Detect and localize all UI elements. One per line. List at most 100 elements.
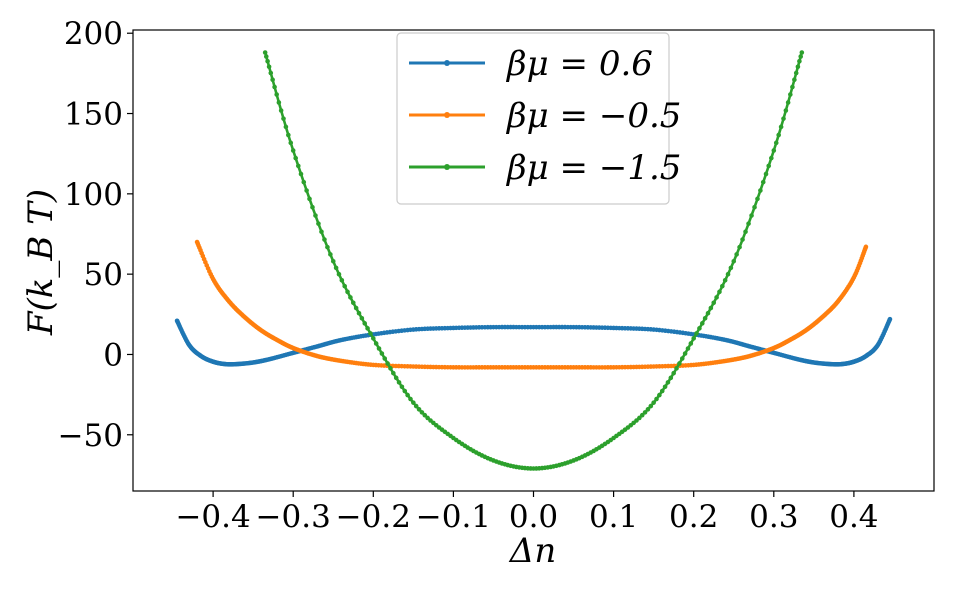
y-tick-label: 0 [103, 337, 123, 373]
x-tick-label: 0.4 [829, 499, 878, 535]
data-point [771, 148, 777, 153]
y-tick-label: 50 [84, 257, 123, 293]
data-point [295, 163, 301, 169]
data-point [863, 244, 869, 250]
data-point [353, 305, 359, 311]
data-point [348, 295, 353, 300]
data-point [740, 237, 745, 242]
data-point [307, 196, 312, 202]
data-point [728, 265, 734, 271]
data-point [781, 116, 786, 121]
data-point [708, 305, 714, 311]
legend-item: βμ = 0.6 [409, 44, 653, 84]
data-point [792, 77, 797, 83]
series-2 [194, 239, 869, 370]
data-point [797, 58, 802, 64]
x-axis-label: Δn [508, 531, 556, 571]
data-point [310, 204, 315, 210]
data-point [679, 356, 685, 361]
data-point [319, 229, 324, 235]
data-point [746, 221, 751, 226]
data-point [785, 100, 791, 105]
data-point [790, 84, 795, 90]
data-point [677, 361, 682, 366]
data-point [313, 213, 318, 218]
legend-marker [444, 60, 450, 66]
data-point [276, 100, 282, 105]
data-point [731, 259, 737, 264]
data-point [717, 289, 722, 295]
data-point [373, 341, 379, 346]
data-point [682, 351, 688, 356]
legend-marker [444, 112, 450, 118]
data-point [763, 171, 769, 177]
data-point [411, 400, 416, 405]
data-point [720, 283, 725, 289]
data-point [322, 237, 327, 242]
data-point [333, 265, 339, 271]
data-point [316, 221, 321, 226]
legend: βμ = 0.6 βμ = −0.5 βμ = −1.5 [396, 32, 681, 205]
data-point [382, 356, 388, 361]
data-point [674, 366, 679, 371]
data-point [274, 92, 279, 97]
data-point [645, 407, 651, 412]
y-axis-label: F(k_B T) [21, 189, 61, 336]
y-tick-label: 200 [64, 16, 123, 52]
data-point [665, 380, 671, 385]
data-point [760, 179, 766, 185]
data-point [385, 361, 390, 366]
x-tick-label: −0.2 [336, 499, 411, 535]
data-point [263, 54, 269, 59]
data-point [402, 388, 408, 394]
data-point [298, 171, 304, 177]
data-point [379, 351, 385, 356]
data-point [325, 244, 330, 250]
data-point [288, 140, 294, 146]
data-point [419, 410, 425, 415]
data-point [376, 346, 382, 351]
data-point [281, 116, 286, 121]
data-point [752, 204, 757, 210]
data-point [769, 155, 774, 161]
data-point [694, 331, 699, 336]
data-point [793, 70, 799, 76]
legend-label: βμ = −0.5 [505, 96, 681, 136]
data-point [399, 384, 405, 390]
data-point [714, 295, 719, 300]
data-point [642, 410, 648, 415]
data-point [393, 375, 399, 381]
data-point [362, 321, 368, 326]
legend-label: βμ = 0.6 [505, 44, 653, 84]
series-3 [262, 50, 805, 471]
data-point [265, 58, 270, 64]
x-tick-label: 0.2 [669, 499, 718, 535]
y-tick-label: −50 [58, 418, 123, 454]
data-point [639, 412, 645, 418]
legend-label: βμ = −1.5 [505, 148, 681, 188]
data-point [671, 370, 676, 376]
data-point [262, 50, 268, 55]
data-point [268, 70, 274, 76]
data-point [737, 244, 742, 250]
data-point [702, 316, 708, 321]
data-point [345, 289, 350, 295]
data-point [798, 54, 804, 59]
y-tick-label: 150 [64, 97, 123, 133]
data-point [651, 400, 656, 405]
data-point [659, 388, 665, 394]
data-point [266, 64, 272, 70]
x-tick-label: −0.1 [416, 499, 491, 535]
data-point [290, 148, 296, 153]
data-point [648, 403, 654, 409]
data-point [788, 92, 793, 97]
data-point [685, 346, 691, 351]
data-point [688, 341, 694, 346]
data-point [339, 277, 345, 283]
legend-item: βμ = −1.5 [409, 148, 681, 188]
data-point [408, 396, 413, 402]
data-point [293, 155, 298, 161]
x-tick-label: 0.0 [509, 499, 558, 535]
data-point [396, 380, 402, 385]
data-point [278, 108, 284, 113]
